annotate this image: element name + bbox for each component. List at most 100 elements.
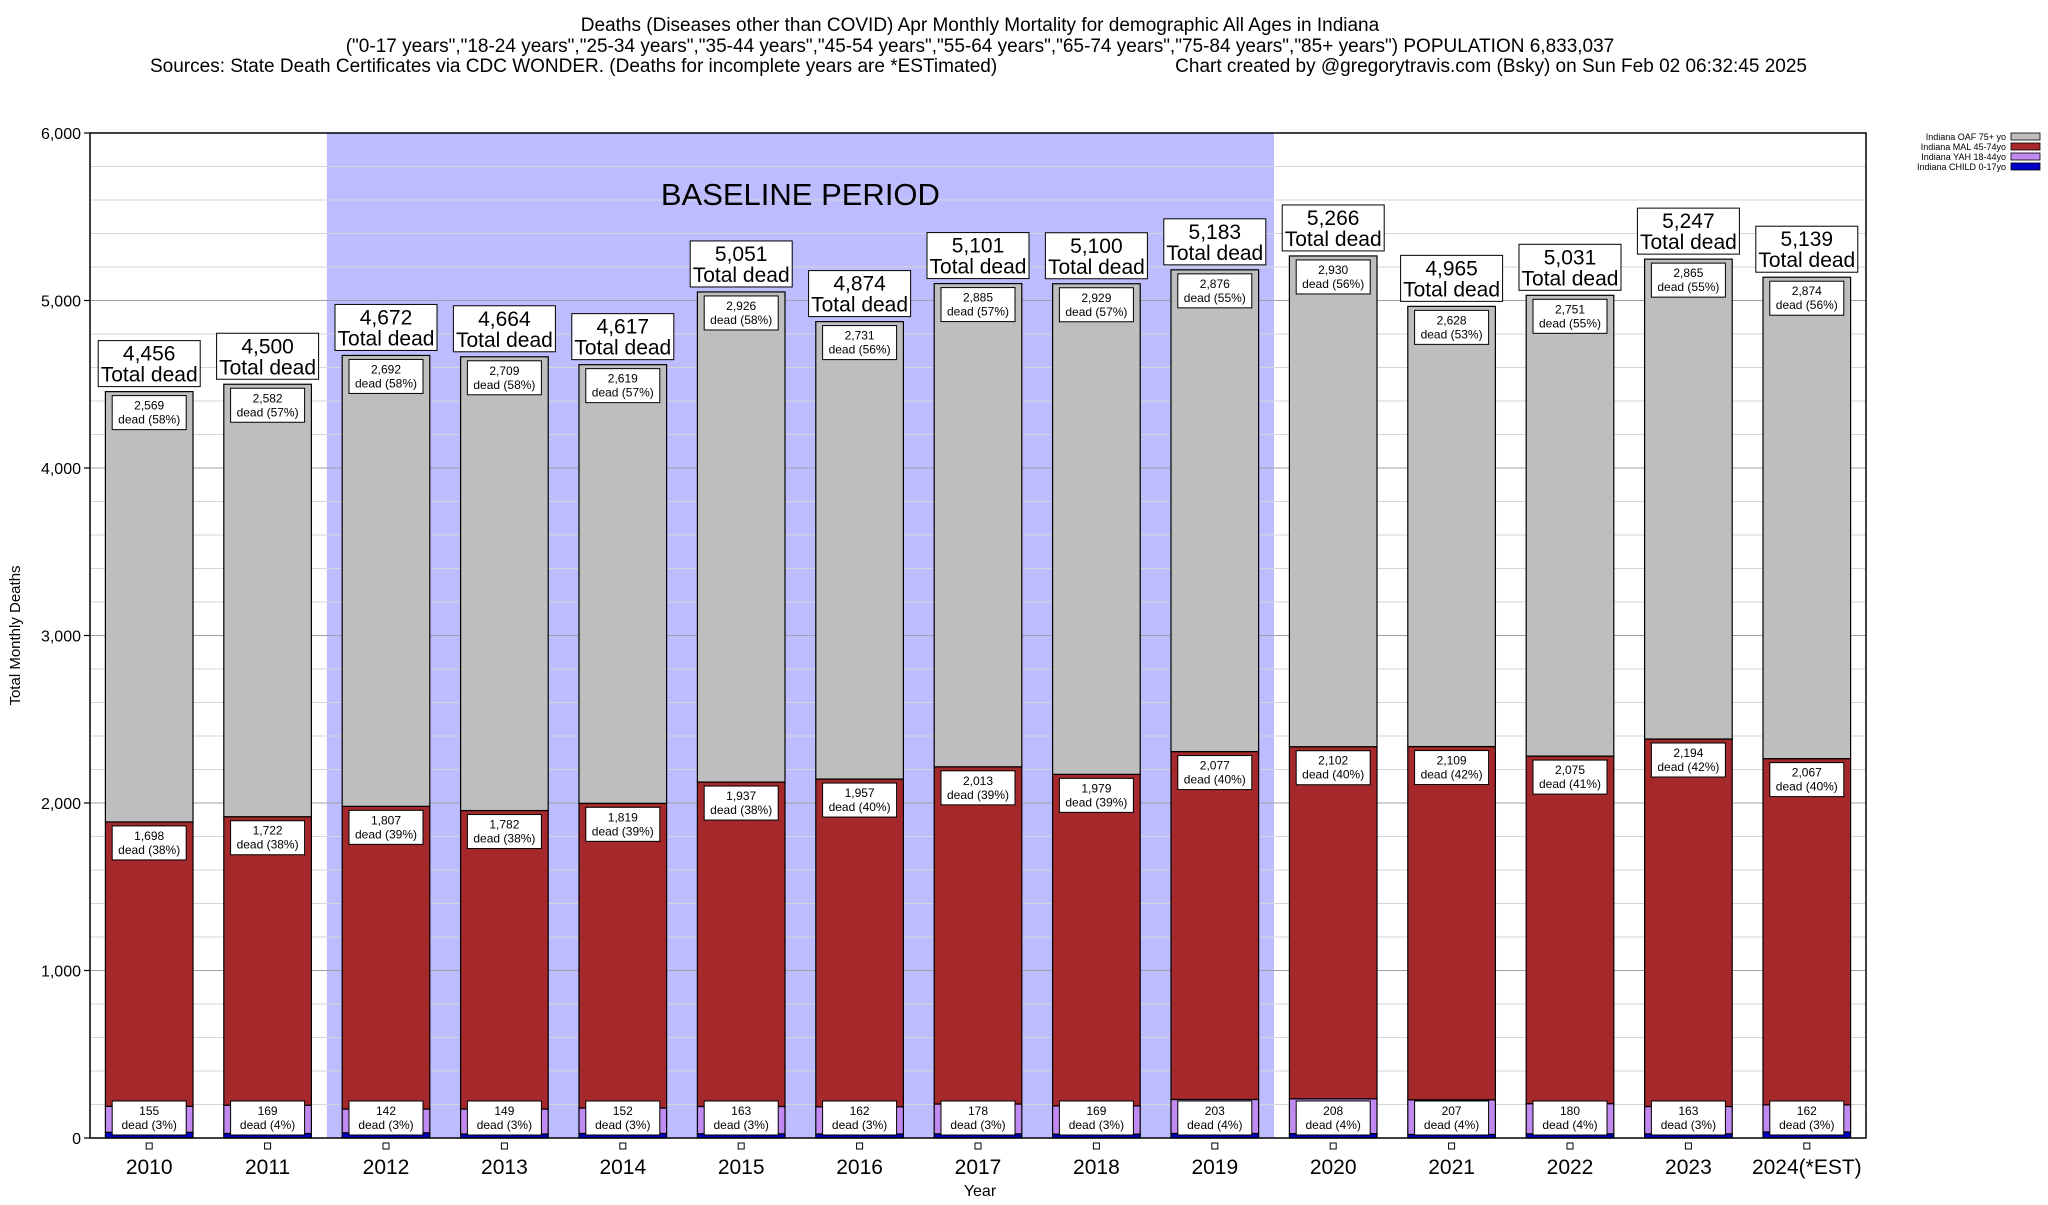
data-label-box (466, 360, 542, 396)
data-label-value: 1,957 (845, 786, 875, 800)
total-label-box (1281, 204, 1385, 252)
total-label-box (216, 332, 320, 380)
x-tick-label: 2021 (1428, 1156, 1475, 1179)
legend-label: Indiana MAL 45-74yo (1921, 142, 2006, 152)
data-label-value: 2,194 (1673, 746, 1703, 760)
data-label-value: 162 (850, 1104, 870, 1118)
data-label-percent: dead (3%) (832, 1118, 887, 1132)
total-label-text: Total dead (1285, 228, 1382, 251)
axis-marker (1211, 1142, 1219, 1150)
x-tick-label: 2019 (1191, 1156, 1238, 1179)
data-label-percent: dead (39%) (947, 788, 1009, 802)
data-label-box (940, 287, 1016, 323)
data-label-percent: dead (3%) (1069, 1118, 1124, 1132)
data-label-value: 1,782 (489, 818, 519, 832)
total-label-value: 5,101 (952, 235, 1005, 258)
chart-source: Sources: State Death Certificates via CD… (150, 56, 997, 77)
data-label-box (1414, 309, 1490, 345)
data-label-percent: dead (57%) (947, 305, 1009, 319)
axis-marker (1092, 1142, 1100, 1150)
data-label-value: 2,874 (1792, 284, 1822, 298)
data-label-percent: dead (3%) (1779, 1118, 1834, 1132)
x-tick-label: 2014 (599, 1156, 646, 1179)
total-label-text: Total dead (1166, 242, 1263, 265)
data-label-percent: dead (39%) (592, 824, 654, 838)
data-label-percent: dead (58%) (473, 378, 535, 392)
bar-segment (1051, 773, 1141, 1107)
total-label-value: 4,672 (360, 306, 413, 329)
bar-segment (1170, 750, 1260, 1101)
total-label-box (1518, 243, 1622, 291)
bar-segment (1525, 294, 1615, 757)
data-label-box (1532, 759, 1608, 795)
bar-segment (696, 781, 786, 1108)
x-tick-label: 2013 (481, 1156, 528, 1179)
y-tick-label: 4,000 (41, 461, 81, 478)
data-label-box (1295, 750, 1371, 786)
total-label-box (926, 232, 1030, 280)
total-label-box (689, 240, 793, 288)
total-label-value: 5,266 (1307, 207, 1360, 230)
chart-title: Deaths (Diseases other than COVID) Apr M… (581, 15, 1380, 36)
bar-segment (578, 802, 668, 1109)
total-label-value: 4,874 (833, 273, 886, 296)
x-tick-label: 2018 (1073, 1156, 1120, 1179)
data-label-value: 2,930 (1318, 263, 1348, 277)
total-label-value: 5,247 (1662, 210, 1715, 233)
data-label-percent: dead (55%) (1539, 316, 1601, 330)
legend-label: Indiana OAF 75+ yo (1926, 132, 2006, 142)
data-label-percent: dead (56%) (1302, 277, 1364, 291)
total-label-box (97, 340, 201, 388)
total-label-text: Total dead (693, 264, 790, 287)
data-label-percent: dead (58%) (710, 313, 772, 327)
axis-marker (145, 1142, 153, 1150)
data-label-value: 2,692 (371, 362, 401, 376)
data-label-value: 2,865 (1673, 266, 1703, 280)
data-label-percent: dead (56%) (1776, 298, 1838, 312)
data-label-box (1177, 755, 1253, 791)
data-label-percent: dead (3%) (477, 1118, 532, 1132)
total-label-value: 5,051 (715, 243, 768, 266)
bar-segment (223, 816, 313, 1106)
data-label-value: 1,698 (134, 829, 164, 843)
bar-segment (459, 356, 549, 812)
data-label-value: 1,979 (1081, 781, 1111, 795)
axis-marker (1803, 1142, 1811, 1150)
bar-segment (933, 282, 1023, 768)
data-label-value: 2,075 (1555, 763, 1585, 777)
data-label-box (940, 770, 1016, 806)
y-tick-label: 2,000 (41, 796, 81, 813)
x-tick-label: 2024(*EST) (1752, 1156, 1862, 1179)
chart-subtitle: ("0-17 years","18-24 years","25-34 years… (346, 36, 1615, 57)
bar-segment (104, 821, 194, 1107)
data-label-box (348, 1100, 424, 1136)
bar-segment (1407, 305, 1497, 748)
x-tick-label: 2011 (245, 1156, 290, 1179)
total-label-value: 5,031 (1544, 246, 1597, 269)
total-label-text: Total dead (930, 256, 1027, 279)
legend-swatch (2010, 142, 2041, 151)
data-label-box (1058, 287, 1134, 323)
bar-segment (815, 778, 905, 1108)
data-label-value: 2,569 (134, 399, 164, 413)
data-label-box (111, 1100, 187, 1136)
bar-segment (1407, 745, 1497, 1101)
axis-marker (1329, 1142, 1337, 1150)
data-label-value: 155 (139, 1104, 159, 1118)
total-label-value: 4,965 (1425, 257, 1478, 280)
data-label-percent: dead (40%) (1302, 768, 1364, 782)
data-label-percent: dead (57%) (237, 405, 299, 419)
data-label-box (585, 1100, 661, 1136)
data-label-value: 2,709 (489, 364, 519, 378)
data-label-box (703, 1100, 779, 1136)
data-label-value: 2,619 (608, 372, 638, 386)
